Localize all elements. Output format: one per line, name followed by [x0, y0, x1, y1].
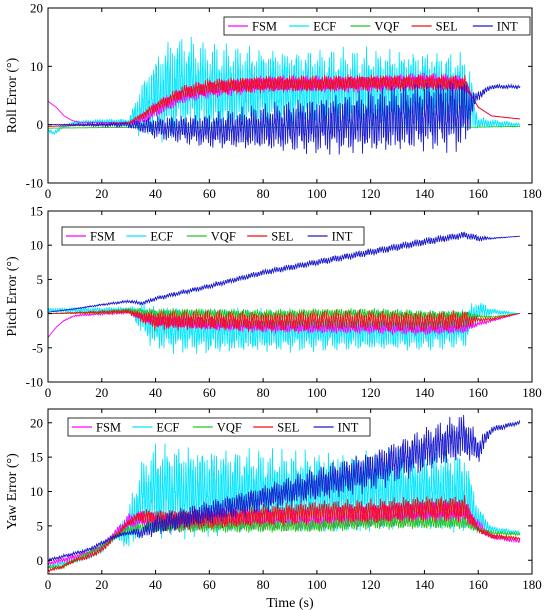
- series-line-int: [48, 231, 520, 313]
- x-tick-label: 20: [95, 186, 108, 201]
- plot-frame: [47, 7, 533, 184]
- x-tick-label: 180: [522, 385, 542, 400]
- y-tick-label: 15: [30, 204, 43, 219]
- y-tick-label: -5: [32, 340, 43, 355]
- legend-label-fsm: FSM: [252, 19, 277, 33]
- x-tick-label: 140: [415, 577, 435, 592]
- y-tick-label: 15: [30, 450, 43, 465]
- legend-box: [223, 16, 531, 36]
- x-tick-label: 100: [307, 577, 327, 592]
- legend-label-vqf: VQF: [374, 19, 399, 33]
- x-axis-label: Time (s): [266, 596, 314, 610]
- legend-label-vqf: VQF: [211, 229, 236, 243]
- series-line-sel: [48, 73, 520, 127]
- legend-label-int: INT: [338, 420, 359, 434]
- x-tick-label: 60: [203, 577, 216, 592]
- x-tick-label: 40: [149, 186, 162, 201]
- x-tick-label: 100: [307, 385, 327, 400]
- x-tick-label: 0: [45, 577, 52, 592]
- x-tick-label: 40: [149, 385, 162, 400]
- x-tick-label: 0: [45, 186, 52, 201]
- y-tick-label: 10: [30, 238, 43, 253]
- x-tick-label: 120: [361, 186, 381, 201]
- plot-frame: [47, 210, 533, 383]
- series-line-sel: [48, 494, 521, 574]
- x-tick-label: 40: [149, 577, 162, 592]
- x-tick-label: 180: [522, 186, 542, 201]
- series-line-ecf: [48, 443, 521, 569]
- legend-label-sel: SEL: [271, 229, 293, 243]
- x-tick-label: 120: [361, 385, 381, 400]
- x-tick-label: 60: [203, 385, 216, 400]
- series-line-vqf: [48, 515, 521, 570]
- y-tick-label: 10: [30, 484, 43, 499]
- legend: FSM ECF VQF SEL INT: [223, 16, 531, 36]
- legend-label-sel: SEL: [436, 19, 458, 33]
- y-axis-label: Roll Error (°): [5, 57, 20, 133]
- legend-box: [61, 226, 365, 246]
- y-tick-label: 0: [37, 553, 44, 568]
- x-tick-label: 20: [95, 577, 108, 592]
- legend-label-ecf: ECF: [156, 420, 179, 434]
- x-tick-label: 160: [468, 186, 488, 201]
- legend-label-ecf: ECF: [150, 229, 173, 243]
- series-line-int: [48, 81, 521, 155]
- x-tick-label: 80: [257, 577, 270, 592]
- legend-label-sel: SEL: [277, 420, 299, 434]
- y-axis-label: Yaw Error (°): [5, 453, 20, 530]
- x-tick-label: 160: [468, 385, 488, 400]
- x-tick-label: 160: [468, 577, 488, 592]
- legend-label-int: INT: [332, 229, 353, 243]
- chart-panel-2: 0 20 40 60 80 100 120 140 160 180 -10 -5 0 5 10 15 Pitch…: [5, 204, 542, 401]
- x-tick-label: 80: [257, 385, 270, 400]
- legend-box: [67, 417, 371, 437]
- y-tick-label: 10: [30, 59, 43, 74]
- x-tick-label: 140: [415, 385, 435, 400]
- x-tick-label: 140: [415, 186, 435, 201]
- legend-label-int: INT: [497, 19, 518, 33]
- series-line-sel: [48, 308, 520, 333]
- y-tick-label: 5: [37, 272, 44, 287]
- legend: FSM ECF VQF SEL INT: [67, 417, 371, 437]
- y-tick-label: -10: [26, 176, 43, 191]
- y-tick-label: 20: [30, 1, 43, 16]
- y-tick-label: 0: [37, 117, 44, 132]
- y-tick-label: -10: [26, 375, 43, 390]
- chart-panel-3: 0 20 40 60 80 100 120 140 160 180 0 5 10 15 20 Yaw Erro…: [5, 408, 542, 610]
- legend-label-vqf: VQF: [217, 420, 242, 434]
- x-tick-label: 80: [257, 186, 270, 201]
- x-tick-label: 180: [522, 577, 542, 592]
- legend-label-fsm: FSM: [90, 229, 115, 243]
- y-axis-label: Pitch Error (°): [5, 256, 20, 337]
- series-line-int: [48, 415, 521, 562]
- x-tick-label: 60: [203, 186, 216, 201]
- legend-label-fsm: FSM: [96, 420, 121, 434]
- y-tick-label: 20: [30, 415, 43, 430]
- x-tick-label: 100: [307, 186, 327, 201]
- legend-label-ecf: ECF: [313, 19, 336, 33]
- x-tick-label: 120: [361, 577, 381, 592]
- y-tick-label: 0: [37, 306, 44, 321]
- legend: FSM ECF VQF SEL INT: [61, 226, 365, 246]
- x-tick-label: 20: [95, 385, 108, 400]
- y-tick-label: 5: [37, 518, 44, 533]
- x-tick-label: 0: [45, 385, 52, 400]
